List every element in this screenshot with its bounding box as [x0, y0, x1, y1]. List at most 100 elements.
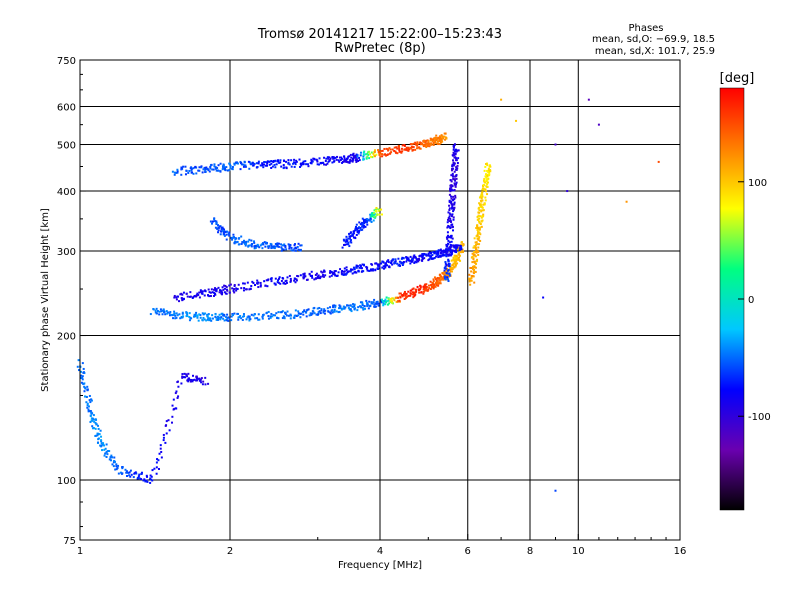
- data-point: [352, 233, 355, 236]
- data-point: [204, 290, 207, 293]
- data-point: [357, 232, 360, 235]
- data-point: [354, 156, 357, 159]
- data-point: [188, 319, 191, 322]
- data-point: [422, 143, 425, 146]
- data-point: [156, 458, 159, 461]
- data-point: [354, 229, 357, 232]
- data-point: [272, 160, 275, 163]
- data-point: [370, 215, 373, 218]
- data-point: [253, 245, 256, 248]
- data-point: [189, 380, 192, 383]
- data-point: [328, 275, 331, 278]
- data-point: [335, 310, 338, 313]
- data-point: [125, 471, 128, 474]
- data-point: [140, 478, 143, 481]
- data-point: [478, 202, 481, 205]
- data-point: [242, 315, 245, 318]
- gridlines: [80, 60, 680, 540]
- data-point: [175, 298, 178, 301]
- data-point: [182, 297, 185, 300]
- data-point: [478, 206, 481, 209]
- data-point: [485, 176, 488, 179]
- data-point: [231, 166, 234, 169]
- data-point: [262, 163, 265, 166]
- data-point: [431, 140, 434, 143]
- data-point: [211, 220, 214, 223]
- data-point: [209, 165, 212, 168]
- data-point: [437, 249, 440, 252]
- data-point: [454, 184, 457, 187]
- data-point: [180, 167, 183, 170]
- data-point: [372, 301, 375, 304]
- data-point: [343, 157, 346, 160]
- data-point: [485, 173, 488, 176]
- data-point: [106, 453, 109, 456]
- data-point: [398, 299, 401, 302]
- data-point: [328, 271, 331, 274]
- data-point: [222, 164, 225, 167]
- data-point: [117, 464, 120, 467]
- data-point: [229, 283, 232, 286]
- data-point: [308, 272, 311, 275]
- data-point: [326, 156, 329, 159]
- data-point: [370, 302, 373, 305]
- y-tick-label: 200: [57, 332, 76, 343]
- data-point: [381, 155, 384, 158]
- data-point: [211, 291, 214, 294]
- data-point: [446, 250, 449, 253]
- data-point: [454, 150, 457, 153]
- data-point: [277, 317, 280, 320]
- data-point: [437, 140, 440, 143]
- data-point: [479, 199, 482, 202]
- data-point: [211, 317, 214, 320]
- data-point: [438, 273, 441, 276]
- data-point: [353, 305, 356, 308]
- data-point: [235, 241, 238, 244]
- data-point: [458, 247, 461, 250]
- data-point: [378, 263, 381, 266]
- data-point: [315, 272, 318, 275]
- data-point: [477, 227, 480, 230]
- data-point: [440, 275, 443, 278]
- data-point: [375, 210, 378, 213]
- data-point: [368, 300, 371, 303]
- data-point: [307, 308, 310, 311]
- data-point: [450, 184, 453, 187]
- data-point: [240, 242, 243, 245]
- data-point: [356, 154, 359, 157]
- data-point: [94, 434, 97, 437]
- data-point: [219, 318, 222, 321]
- data-point: [376, 263, 379, 266]
- data-point: [349, 239, 352, 242]
- data-point: [349, 231, 352, 234]
- data-point: [330, 270, 333, 273]
- data-point: [397, 296, 400, 299]
- data-point: [270, 244, 273, 247]
- data-point: [341, 157, 344, 160]
- data-point: [283, 316, 286, 319]
- data-point: [233, 162, 236, 165]
- data-point: [406, 295, 409, 298]
- data-point: [305, 309, 308, 312]
- data-point: [168, 429, 171, 432]
- data-point: [233, 163, 236, 166]
- data-point: [377, 302, 380, 305]
- data-point: [453, 198, 456, 201]
- data-point: [380, 208, 383, 211]
- data-point: [222, 317, 225, 320]
- data-point: [486, 183, 489, 186]
- data-point: [452, 178, 455, 181]
- data-point: [276, 160, 279, 163]
- data-point: [458, 253, 461, 256]
- data-point: [392, 258, 395, 261]
- data-point: [196, 292, 199, 295]
- data-point: [137, 475, 140, 478]
- data-point: [382, 267, 385, 270]
- data-point: [89, 420, 92, 423]
- data-point: [448, 272, 451, 275]
- data-point: [480, 194, 483, 197]
- data-point: [195, 375, 198, 378]
- data-point: [181, 376, 184, 379]
- data-point: [187, 378, 190, 381]
- data-point: [229, 166, 232, 169]
